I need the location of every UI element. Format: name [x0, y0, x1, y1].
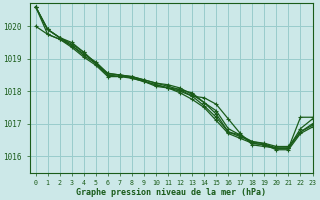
X-axis label: Graphe pression niveau de la mer (hPa): Graphe pression niveau de la mer (hPa): [76, 188, 266, 197]
